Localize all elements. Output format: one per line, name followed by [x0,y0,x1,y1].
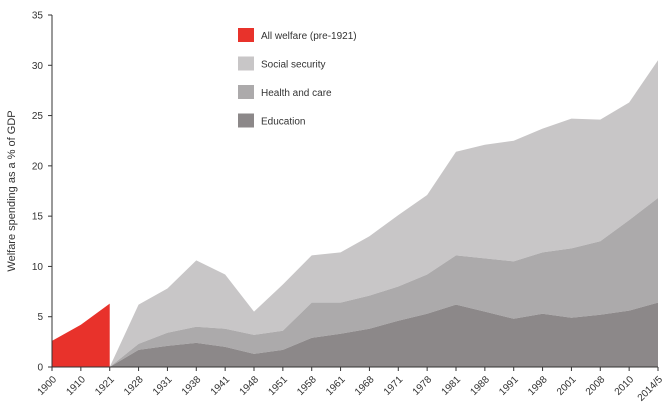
y-tick-label: 15 [32,212,44,223]
axes [48,14,659,371]
y-tick-label: 35 [32,11,44,22]
legend-swatch-social-security [238,56,254,71]
y-tick-label: 0 [37,363,43,374]
x-tick-label: 1978 [411,374,435,398]
y-axis-label: Welfare spending as a % of GDP [6,110,18,271]
y-tick-label: 25 [32,111,44,122]
x-tick-label: 1981 [440,374,464,398]
x-tick-label: 1900 [36,374,60,398]
x-tick-label: 1938 [180,374,204,398]
x-tick-label: 1951 [266,374,290,398]
x-tick-label: 2010 [613,374,637,398]
area-all-welfare-pre-1921 [52,303,110,367]
x-tick-label: 1991 [497,374,521,398]
legend-label-all-welfare-pre-1921: All welfare (pre-1921) [261,31,357,42]
x-tick-label: 1941 [209,374,233,398]
x-tick-label: 1968 [353,374,377,398]
x-tick-label: 1948 [238,374,262,398]
x-tick-label: 2014/5 [636,374,666,404]
y-tick-labels: 0 5 10 15 20 25 30 35 [32,11,44,374]
area-layers [52,60,658,367]
area-education [109,302,658,367]
legend: All welfare (pre-1921) Social security Hea… [238,28,357,128]
area-social-security [109,60,658,367]
legend-swatch-health-and-care [238,85,254,99]
y-tick-label: 5 [37,312,43,323]
y-tick-label: 20 [32,161,44,172]
y-tick-label: 10 [32,262,44,273]
x-tick-label: 1931 [151,374,175,398]
legend-label-health-and-care: Health and care [261,88,332,99]
x-tick-label: 1910 [64,374,88,398]
legend-label-social-security: Social security [261,60,325,71]
x-tick-label: 1971 [382,374,406,398]
area-health-and-care [109,198,658,367]
legend-label-education: Education [261,117,305,128]
x-tick-label: 2008 [584,374,608,398]
x-tick-label: 1998 [526,374,550,398]
legend-swatch-all-welfare-pre-1921 [238,28,254,42]
x-tick-label: 1961 [324,374,348,398]
y-tick-label: 30 [32,61,44,72]
x-tick-label: 1921 [93,374,117,398]
x-tick-label: 2001 [555,374,579,398]
x-tick-label: 1988 [468,374,492,398]
legend-swatch-education [238,113,254,128]
x-tick-labels: 1900 1910 1921 1928 1931 1938 1941 1948 1951 1958… [36,374,666,404]
x-tick-label: 1928 [122,374,146,398]
x-tick-label: 1958 [295,374,319,398]
